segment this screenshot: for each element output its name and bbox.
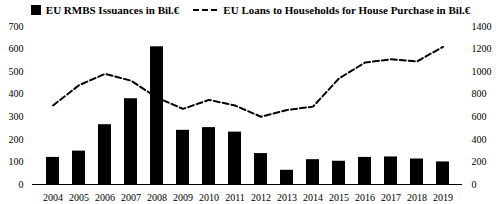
svg-text:2019: 2019 <box>433 192 453 203</box>
svg-text:100: 100 <box>9 156 24 167</box>
svg-text:2008: 2008 <box>147 192 167 203</box>
svg-text:300: 300 <box>9 111 24 122</box>
svg-text:2011: 2011 <box>225 192 245 203</box>
svg-text:2005: 2005 <box>69 192 89 203</box>
svg-text:2007: 2007 <box>121 192 141 203</box>
svg-text:2015: 2015 <box>329 192 349 203</box>
svg-text:0: 0 <box>472 179 477 190</box>
svg-text:2018: 2018 <box>407 192 427 203</box>
svg-text:200: 200 <box>472 156 487 167</box>
svg-text:2014: 2014 <box>303 192 323 203</box>
svg-text:0: 0 <box>19 179 24 190</box>
svg-text:2009: 2009 <box>173 192 193 203</box>
svg-text:2012: 2012 <box>251 192 271 203</box>
svg-text:700: 700 <box>9 21 24 32</box>
svg-text:600: 600 <box>472 111 487 122</box>
svg-text:500: 500 <box>9 66 24 77</box>
svg-text:2016: 2016 <box>355 192 375 203</box>
svg-text:2006: 2006 <box>95 192 115 203</box>
svg-text:2004: 2004 <box>43 192 63 203</box>
svg-text:1400: 1400 <box>472 21 492 32</box>
svg-text:800: 800 <box>472 88 487 99</box>
svg-text:1000: 1000 <box>472 66 492 77</box>
svg-text:200: 200 <box>9 134 24 145</box>
svg-text:1200: 1200 <box>472 43 492 54</box>
svg-text:2013: 2013 <box>277 192 297 203</box>
svg-text:2017: 2017 <box>381 192 401 203</box>
svg-text:400: 400 <box>472 134 487 145</box>
svg-text:600: 600 <box>9 43 24 54</box>
svg-text:400: 400 <box>9 88 24 99</box>
html-text:EU RMBS Issuances in Bil.€: EU RMBS Issuances in Bil.€ <box>45 4 180 16</box>
html-text:EU Loans to Households for Hou: EU Loans to Households for House Purchas… <box>223 4 471 16</box>
svg-text:2010: 2010 <box>199 192 219 203</box>
